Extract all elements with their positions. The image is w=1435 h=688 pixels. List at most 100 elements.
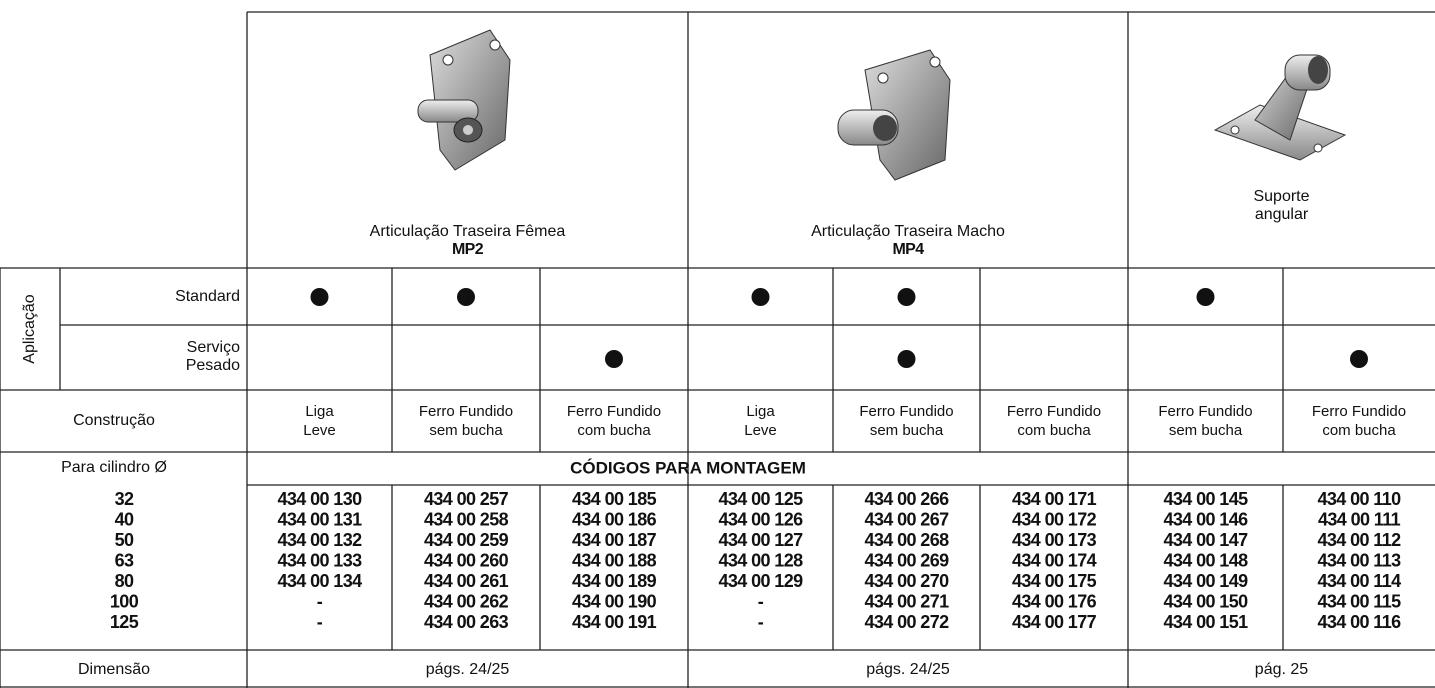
code: 434 00 148 bbox=[1163, 550, 1248, 570]
construction-label: Construção bbox=[73, 412, 155, 429]
construction-value: Leve bbox=[303, 422, 336, 439]
code: 434 00 188 bbox=[572, 550, 657, 570]
code: 434 00 260 bbox=[424, 550, 509, 570]
mp4-image bbox=[837, 49, 951, 181]
code: 434 00 185 bbox=[572, 489, 657, 509]
construction-value: Liga bbox=[305, 403, 334, 420]
code: 434 00 132 bbox=[277, 530, 362, 550]
code: 434 00 150 bbox=[1163, 591, 1248, 611]
diameter: 100 bbox=[110, 591, 139, 611]
marker-dot bbox=[897, 288, 916, 306]
marker-dot bbox=[897, 350, 916, 368]
code: 434 00 271 bbox=[864, 591, 949, 611]
code: - bbox=[758, 612, 764, 632]
code: 434 00 116 bbox=[1317, 612, 1401, 632]
code: 434 00 258 bbox=[424, 509, 509, 529]
marker-dot bbox=[310, 288, 329, 306]
code: 434 00 145 bbox=[1163, 489, 1248, 509]
construction-value: Leve bbox=[744, 422, 777, 439]
code: 434 00 128 bbox=[718, 550, 803, 570]
application-row-label: Pesado bbox=[186, 357, 240, 374]
dimension-value: pág. 25 bbox=[1255, 661, 1308, 678]
marker-dot bbox=[751, 288, 770, 306]
diameter: 50 bbox=[115, 530, 134, 550]
group-title: Articulação Traseira Macho bbox=[811, 223, 1005, 240]
code: 434 00 190 bbox=[572, 591, 657, 611]
construction-value: Ferro Fundido bbox=[567, 403, 661, 420]
code: 434 00 261 bbox=[424, 571, 509, 591]
code: 434 00 130 bbox=[277, 489, 362, 509]
code: 434 00 171 bbox=[1012, 489, 1097, 509]
code: 434 00 127 bbox=[718, 530, 803, 550]
mp2-image bbox=[417, 29, 511, 171]
marker-dot bbox=[605, 350, 623, 368]
diameter: 63 bbox=[115, 550, 134, 570]
code: 434 00 149 bbox=[1163, 571, 1248, 591]
construction-value: com bucha bbox=[1017, 422, 1091, 439]
code: 434 00 187 bbox=[572, 530, 657, 550]
construction-value: sem bucha bbox=[870, 422, 944, 439]
group-title: Articulação Traseira Fêmea bbox=[370, 223, 566, 240]
grid bbox=[0, 11, 1435, 688]
code: 434 00 111 bbox=[1318, 509, 1401, 529]
marker-dot bbox=[457, 288, 475, 306]
application-row-label: Standard bbox=[175, 288, 240, 305]
code: 434 00 134 bbox=[277, 571, 362, 591]
code: 434 00 126 bbox=[718, 509, 803, 529]
construction-value: Ferro Fundido bbox=[1007, 403, 1101, 420]
group-title: angular bbox=[1255, 206, 1309, 223]
code: 434 00 112 bbox=[1317, 530, 1401, 550]
application-row-label: Serviço bbox=[187, 339, 240, 356]
code: 434 00 147 bbox=[1163, 530, 1248, 550]
code: 434 00 259 bbox=[424, 530, 509, 550]
code: 434 00 270 bbox=[864, 571, 949, 591]
code: 434 00 129 bbox=[718, 571, 803, 591]
code: 434 00 272 bbox=[864, 612, 949, 632]
diameter: 80 bbox=[115, 571, 134, 591]
code: 434 00 131 bbox=[277, 509, 362, 529]
codes-heading: CÓDIGOS PARA MONTAGEM bbox=[570, 458, 806, 477]
code: 434 00 115 bbox=[1317, 591, 1401, 611]
construction-value: Ferro Fundido bbox=[1158, 403, 1252, 420]
code: - bbox=[317, 612, 323, 632]
construction-value: Ferro Fundido bbox=[859, 403, 953, 420]
marker-dot bbox=[1196, 288, 1215, 306]
code: 434 00 269 bbox=[864, 550, 949, 570]
code: - bbox=[758, 591, 764, 611]
group-title: Suporte bbox=[1253, 188, 1309, 205]
code: - bbox=[317, 591, 323, 611]
diameter: 125 bbox=[110, 612, 139, 632]
dimension-value: págs. 24/25 bbox=[426, 661, 510, 678]
construction-value: com bucha bbox=[577, 422, 651, 439]
code: 434 00 189 bbox=[572, 571, 657, 591]
construction-value: Liga bbox=[746, 403, 775, 420]
code: 434 00 113 bbox=[1317, 550, 1401, 570]
code: 434 00 186 bbox=[572, 509, 657, 529]
code: 434 00 175 bbox=[1012, 571, 1097, 591]
code: 434 00 177 bbox=[1012, 612, 1097, 632]
code: 434 00 174 bbox=[1012, 550, 1097, 570]
dimension-value: págs. 24/25 bbox=[866, 661, 950, 678]
code: 434 00 146 bbox=[1163, 509, 1248, 529]
diameter: 40 bbox=[115, 509, 134, 529]
code: 434 00 176 bbox=[1012, 591, 1097, 611]
construction-value: com bucha bbox=[1322, 422, 1396, 439]
code: 434 00 268 bbox=[864, 530, 949, 550]
diameter: 32 bbox=[115, 489, 134, 509]
application-label: Aplicação bbox=[21, 294, 38, 363]
code: 434 00 173 bbox=[1012, 530, 1097, 550]
code: 434 00 263 bbox=[424, 612, 509, 632]
marker-dot bbox=[1350, 350, 1368, 368]
code: 434 00 110 bbox=[1317, 489, 1401, 509]
code: 434 00 114 bbox=[1317, 571, 1401, 591]
group-code: MP2 bbox=[452, 241, 484, 258]
code: 434 00 266 bbox=[864, 489, 949, 509]
code: 434 00 133 bbox=[277, 550, 362, 570]
code: 434 00 267 bbox=[864, 509, 949, 529]
cylinder-label: Para cilindro Ø bbox=[61, 459, 167, 476]
code: 434 00 125 bbox=[718, 489, 803, 509]
dimension-label: Dimensão bbox=[78, 661, 150, 678]
construction-value: Ferro Fundido bbox=[1312, 403, 1406, 420]
